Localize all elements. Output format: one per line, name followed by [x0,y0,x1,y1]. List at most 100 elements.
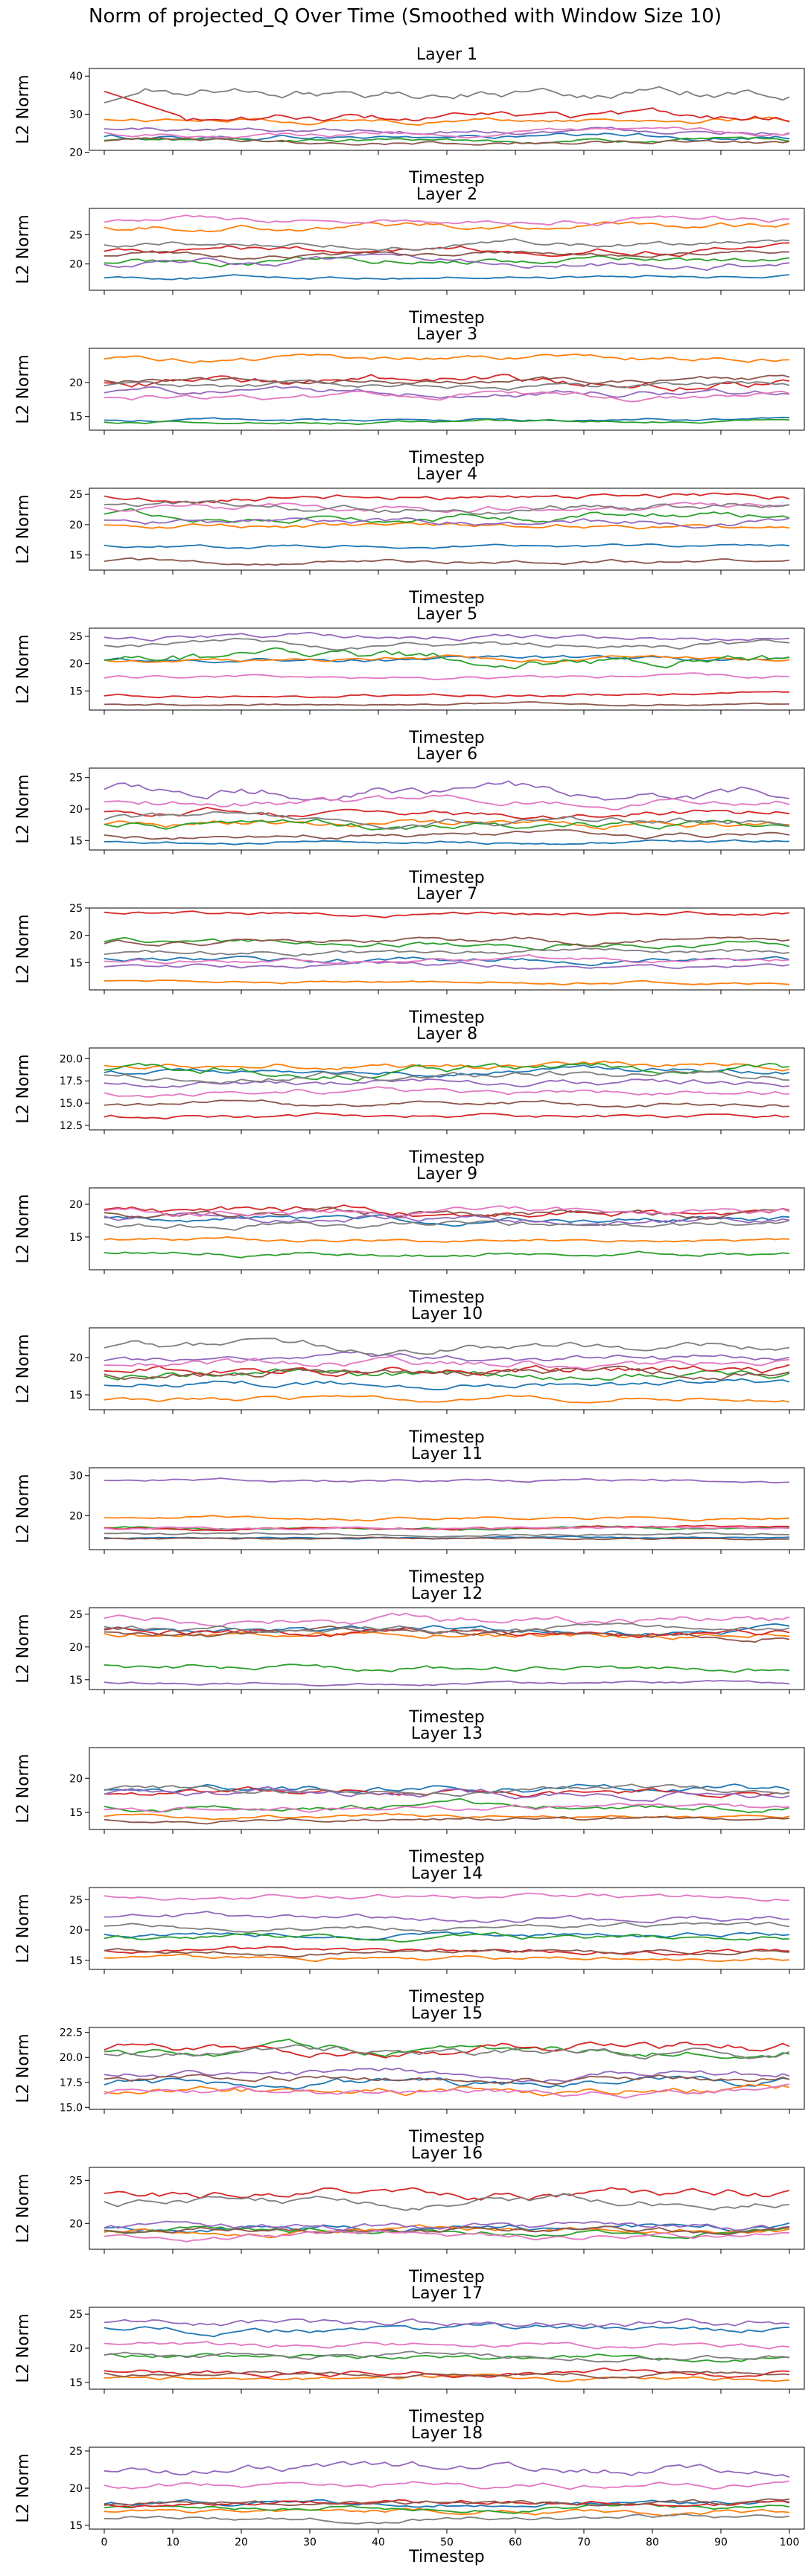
y-tick-label: 15 [69,957,83,969]
series-line [104,1205,790,1218]
x-axis-label: Timestep [408,869,484,887]
series-line [104,954,790,965]
series-line [104,807,790,820]
y-tick-label: 15 [69,835,83,847]
x-tick-label: 60 [509,2537,522,2548]
series-line [104,2350,790,2363]
panel-title: Layer 16 [411,2144,483,2163]
series-line [104,2371,790,2380]
panel-title: Layer 15 [411,2004,483,2023]
series-line [104,1062,790,1081]
y-tick-label: 17.5 [60,1076,83,1087]
panel-title: Layer 17 [411,2284,483,2303]
x-tick-label: 100 [780,2537,800,2548]
panel-layer-1: Layer 1 L2 Norm Timestep 20 30 40 [14,45,805,188]
y-tick-label: 20 [69,2483,83,2495]
y-axis-label: L2 Norm [14,494,33,563]
panel-layer-2: Layer 2 L2 Norm Timestep 20 25 [14,185,805,327]
series-line [104,1337,790,1357]
y-axis-label: L2 Norm [14,2453,33,2522]
panel-layer-11: Layer 11 L2 Norm Timestep 20 30 [14,1445,805,1587]
y-tick-label: 20 [69,1773,83,1785]
panel-title: Layer 7 [416,885,477,904]
x-axis-label: Timestep [408,1568,484,1587]
y-axis-label: L2 Norm [14,1754,33,1823]
x-tick-label: 70 [577,2537,591,2548]
series-line [104,2508,790,2517]
panel-layer-3: Layer 3 L2 Norm Timestep 15 20 [14,325,805,467]
y-tick-label: 25 [69,229,83,241]
series-line [104,1783,790,1794]
panel-title: Layer 6 [416,745,477,764]
series-line [104,979,790,985]
series-line [104,242,790,258]
y-axis-label: L2 Norm [14,214,33,284]
axes-frame [89,208,805,291]
series-line [104,1394,790,1404]
y-tick-label: 20 [69,2218,83,2230]
axes-frame [89,2446,805,2530]
y-tick-label: 25 [69,2309,83,2321]
series-line [104,508,790,524]
x-axis-label: Timestep [408,729,484,747]
y-tick-label: 15.0 [60,2102,83,2114]
series-line [104,1536,790,1541]
panel-title: Layer 3 [416,325,477,344]
series-line [104,1797,790,1814]
panel-title: Layer 4 [416,465,477,484]
series-line [104,249,790,261]
axes-frame [89,1327,805,1410]
axes-frame [89,68,805,151]
figure-title: Norm of projected_Q Over Time (Smoothed … [89,5,722,28]
x-tick-label: 40 [372,2537,385,2548]
y-tick-label: 25 [69,903,83,915]
series-line [104,374,790,385]
series-line [104,1364,790,1378]
axes-frame [89,767,805,851]
series-line [104,701,790,707]
series-line [104,1236,790,1243]
series-line [104,1515,790,1522]
series-line [104,1921,790,1934]
series-line [104,654,790,663]
x-tick-label: 90 [714,2537,728,2548]
series-line [104,2193,790,2211]
axes-frame [89,907,805,991]
series-line [104,127,790,136]
series-line [104,386,790,399]
x-axis-label: Timestep [408,1988,484,2007]
panel-layer-10: Layer 10 L2 Norm Timestep 15 20 [14,1305,805,1447]
series-line [104,2229,790,2243]
axes-frame [89,488,805,571]
y-tick-label: 15 [69,1675,83,1687]
axes-frame [89,1467,805,1550]
series-line [104,1783,790,1797]
y-tick-label: 25 [69,773,83,784]
panel-layer-14: Layer 14 L2 Norm Timestep 15 20 25 [14,1864,805,2007]
series-line [104,1078,790,1088]
series-line [104,1803,790,1813]
y-axis-label: L2 Norm [14,74,33,144]
y-tick-label: 20 [69,804,83,816]
series-line [104,1526,790,1531]
series-line [104,1680,790,1687]
series-line [104,543,790,549]
y-tick-label: 20 [69,1925,83,1937]
series-line [104,910,790,918]
y-tick-label: 20 [69,1352,83,1364]
x-axis-label: Timestep [408,1428,484,1447]
series-line [104,2480,790,2490]
y-tick-label: 20 [69,1199,83,1211]
panel-layer-13: Layer 13 L2 Norm Timestep 15 20 [14,1725,805,1867]
y-tick-label: 20 [69,520,83,531]
y-tick-label: 22.5 [60,2027,83,2039]
series-line [104,936,790,947]
y-axis-label: L2 Norm [14,634,33,703]
series-line [104,416,790,423]
series-line [104,654,790,664]
series-line [104,2074,790,2086]
x-axis-label: Timestep [408,1009,484,1027]
y-tick-label: 20 [69,1642,83,1654]
y-axis-label: L2 Norm [14,1194,33,1263]
series-line [104,647,790,670]
